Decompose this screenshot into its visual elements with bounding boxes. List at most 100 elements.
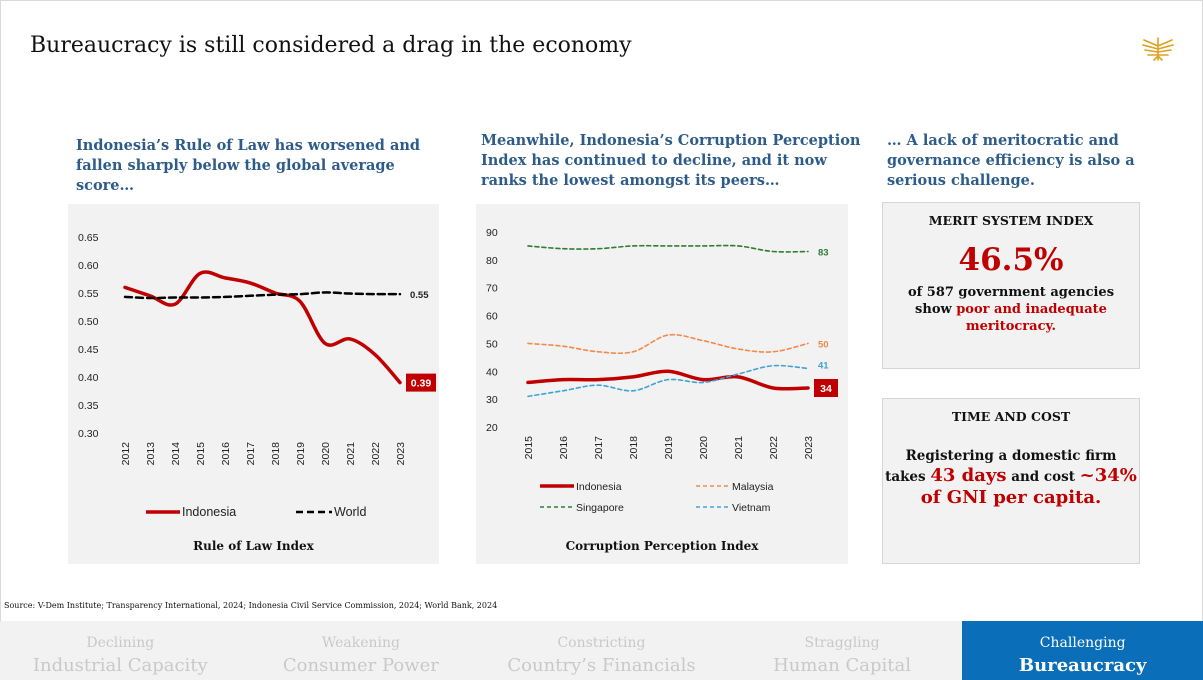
garuda-logo-icon: [1142, 37, 1174, 61]
time-pre: takes: [885, 469, 931, 485]
tab-bureaucracy[interactable]: Challenging Bureaucracy: [962, 621, 1203, 680]
meritocracy-subtitle: … A lack of meritocratic and governance …: [887, 132, 1135, 189]
tab-label-top: Challenging: [1039, 635, 1126, 651]
x-tick-label: 2012: [120, 442, 132, 466]
x-tick-label: 2022: [768, 436, 780, 460]
series-line-indonesia: [526, 369, 810, 391]
merit-line2-pre: show: [915, 302, 957, 317]
y-tick-label: 0.65: [78, 232, 99, 244]
legend-label-malaysia: Malaysia: [732, 481, 774, 493]
tab-label-main: Bureaucracy: [1018, 655, 1147, 676]
series-line-singapore: [527, 244, 809, 253]
rule-of-law-panel: 0.30 0.35 0.40 0.45 0.50 0.55 0.60 0.65 2012 2013…: [68, 204, 439, 564]
y-tick-label: 0.60: [78, 260, 99, 272]
x-tick-label: 2015: [523, 436, 535, 460]
x-tick-label: 2020: [698, 436, 710, 460]
tab-label-top: Constricting: [557, 635, 646, 651]
legend-label-vietnam: Vietnam: [732, 502, 771, 514]
x-tick-label: 2019: [295, 442, 307, 466]
series-line-indonesia: [123, 270, 402, 385]
merit-heading: MERIT SYSTEM INDEX: [928, 213, 1094, 228]
end-label-indonesia: 0.39: [411, 378, 432, 390]
legend-label-world: World: [334, 505, 366, 519]
series-line-malaysia: [527, 333, 809, 355]
page-title: Bureaucracy is still considered a drag i…: [30, 33, 632, 58]
x-tick-label: 2023: [803, 436, 815, 460]
x-tick-label: 2021: [733, 436, 745, 460]
tab-label-top: Weakening: [321, 635, 400, 651]
end-label-box-indonesia: [406, 373, 436, 392]
end-label-box-indonesia: [814, 379, 838, 397]
legend-label-indonesia: Indonesia: [576, 481, 622, 493]
time-mid: and cost: [1006, 469, 1080, 485]
y-tick-label: 60: [486, 311, 498, 323]
legend-label-indonesia: Indonesia: [182, 505, 236, 519]
rule-of-law-subtitle: Indonesia’s Rule of Law has worsened and…: [76, 137, 421, 194]
tab-consumer-power[interactable]: Weakening Consumer Power: [241, 621, 482, 680]
source-note: Source: V-Dem Institute; Transparency In…: [4, 601, 498, 610]
corruption-chart-title: Corruption Perception Index: [565, 539, 759, 553]
y-tick-label: 70: [486, 283, 498, 295]
end-label-indonesia: 34: [820, 383, 832, 395]
time-cost-card: TIME AND COST Registering a domestic fir…: [882, 398, 1140, 564]
time-gni: of GNI per capita.: [920, 487, 1102, 508]
y-tick-label: 0.30: [78, 428, 99, 440]
y-tick-label: 50: [486, 338, 498, 350]
tab-label-top: Straggling: [804, 635, 880, 651]
corruption-panel: 20 30 40 50 60 70 80 90 2015 2016 2017 2018 2019 2020…: [476, 204, 848, 564]
x-tick-label: 2018: [270, 442, 282, 466]
time-heading: TIME AND COST: [951, 409, 1071, 424]
rule-of-law-chart-title: Rule of Law Index: [193, 539, 314, 553]
legend-label-singapore: Singapore: [576, 502, 624, 514]
series-line-vietnam: [527, 364, 809, 398]
y-tick-label: 30: [486, 394, 498, 406]
merit-system-card: MERIT SYSTEM INDEX 46.5% of 587 governme…: [882, 202, 1140, 369]
section-tabs: Declining Industrial Capacity Weakening Co…: [0, 621, 1203, 680]
x-tick-label: 2014: [170, 442, 182, 466]
tab-label-main: Human Capital: [773, 655, 912, 676]
time-cost: ~34%: [1079, 465, 1137, 486]
tab-industrial-capacity[interactable]: Declining Industrial Capacity: [0, 621, 241, 680]
tab-label-main: Consumer Power: [282, 655, 439, 676]
end-label-malaysia: 50: [818, 339, 829, 350]
corruption-subtitle: Meanwhile, Indonesia’s Corruption Percep…: [481, 132, 861, 189]
x-tick-label: 2013: [145, 442, 157, 466]
tab-label-main: Industrial Capacity: [32, 655, 208, 676]
end-label-world: 0.55: [410, 290, 429, 301]
merit-line3-red: meritocracy.: [965, 319, 1057, 334]
y-tick-label: 80: [486, 255, 498, 267]
time-days: 43 days: [930, 465, 1007, 486]
y-tick-label: 20: [486, 422, 498, 434]
corruption-chart: 20 30 40 50 60 70 80 90 2015 2016 2017 2018 2019 2020…: [486, 227, 838, 514]
merit-value: 46.5%: [958, 242, 1064, 278]
time-line1: Registering a domestic firm: [905, 448, 1117, 464]
x-tick-label: 2015: [195, 442, 207, 466]
x-tick-label: 2021: [345, 442, 357, 466]
x-tick-label: 2016: [220, 442, 232, 466]
y-tick-label: 0.45: [78, 344, 99, 356]
series-line-world: [123, 291, 402, 300]
end-label-vietnam: 41: [818, 361, 829, 372]
y-tick-label: 0.35: [78, 400, 99, 412]
rule-of-law-chart: 0.30 0.35 0.40 0.45 0.50 0.55 0.60 0.65 2012 2013…: [78, 232, 436, 519]
y-tick-label: 0.50: [78, 316, 99, 328]
x-tick-label: 2018: [628, 436, 640, 460]
merit-line1: of 587 government agencies: [907, 285, 1115, 300]
y-tick-label: 90: [486, 227, 498, 239]
x-tick-label: 2022: [370, 442, 382, 466]
x-tick-label: 2019: [663, 436, 675, 460]
y-tick-label: 0.55: [78, 288, 99, 300]
x-tick-label: 2020: [320, 442, 332, 466]
tab-country-financials[interactable]: Constricting Country’s Financials: [481, 621, 722, 680]
tab-label-top: Declining: [86, 635, 155, 651]
y-tick-label: 40: [486, 366, 498, 378]
merit-line2-red: poor and inadequate: [956, 302, 1107, 317]
y-tick-label: 0.40: [78, 372, 99, 384]
x-tick-label: 2016: [558, 436, 570, 460]
tab-human-capital[interactable]: Straggling Human Capital: [722, 621, 963, 680]
tab-label-main: Country’s Financials: [507, 655, 696, 676]
end-label-singapore: 83: [818, 248, 829, 259]
x-tick-label: 2023: [395, 442, 407, 466]
x-tick-label: 2017: [245, 442, 257, 466]
x-tick-label: 2017: [593, 436, 605, 460]
